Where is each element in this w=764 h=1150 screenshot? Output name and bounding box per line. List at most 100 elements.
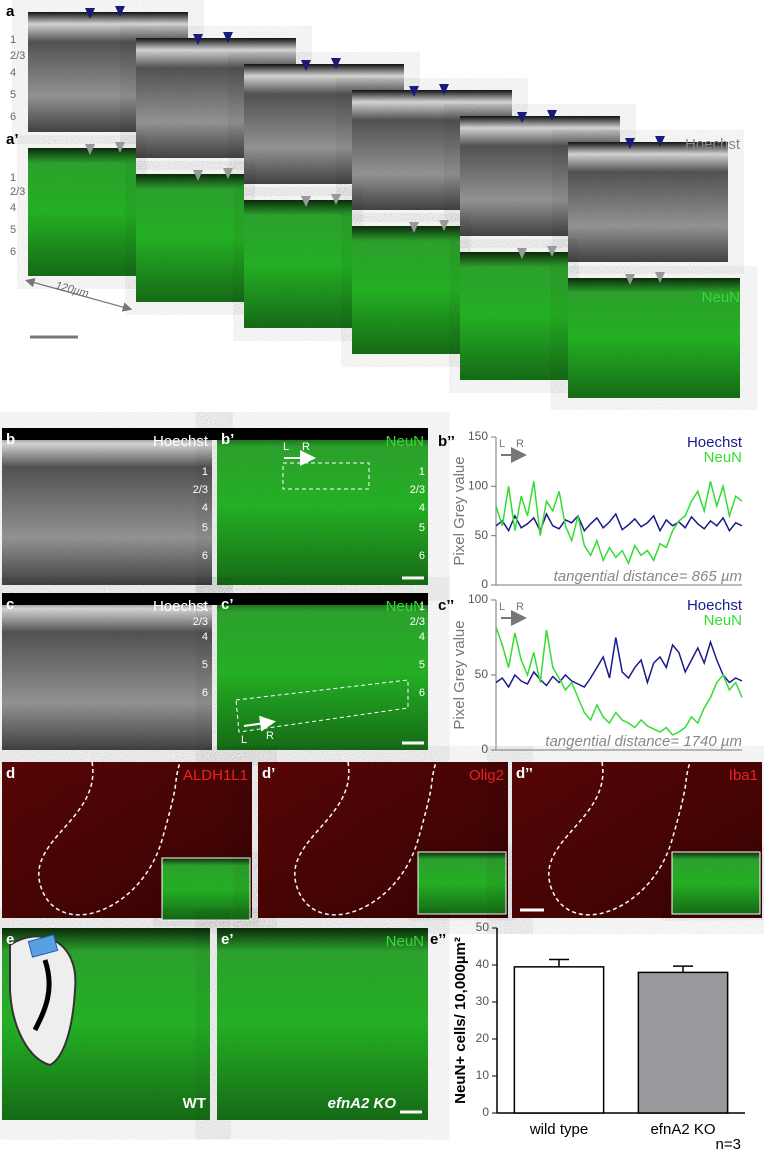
arrowhead [193,34,203,45]
boundary [294,761,437,916]
stain-label: Iba1 [729,767,758,784]
panel-label: b’’ [438,433,455,450]
arrowhead [115,6,125,17]
stain-label: Hoechst [153,433,209,450]
panel-label: a’ [6,131,19,148]
stain-label: NeuN [386,433,424,450]
dark-top [2,593,428,605]
layer-label: 2/3 [410,616,425,628]
panel-label: e’’ [430,931,446,948]
layer-label: 5 [10,89,16,101]
y-tick-label: 150 [468,429,488,443]
y-axis-label: NeuN+ cells/ 10,000µm² [452,937,469,1104]
y-tick-label: 10 [476,1068,490,1082]
panel-label: a [6,3,15,20]
series-line [495,626,743,736]
inset-frame [671,851,761,915]
stain-label: Hoechst [685,136,741,153]
annotation: tangential distance= 1740 µm [545,733,742,750]
layer-label: 6 [10,111,16,123]
dark-top [2,428,428,440]
stain-label: Olig2 [469,767,504,784]
y-tick-label: 100 [468,479,488,493]
layer-label: 2/3 [193,484,208,496]
micrograph-texture [136,174,244,302]
roi-box [282,462,370,490]
stain-label: NeuN [702,289,740,306]
x-tick-label: wild type [529,1121,588,1138]
arrowhead [409,222,419,233]
micrograph-texture [418,852,506,914]
legend-entry: NeuN [704,612,742,629]
micrograph-texture [28,148,136,276]
layer-label: 1 [10,34,16,46]
direction-label: R [516,438,524,450]
arrowhead [547,246,557,257]
direction-label: L [499,438,505,450]
micrograph-texture [217,928,428,1120]
y-tick-label: 0 [481,577,488,591]
layer-label: 5 [419,659,425,671]
bar [637,971,729,1114]
bar [513,966,605,1114]
layer-label: 1 [419,466,425,478]
layer-label: 4 [419,631,425,643]
layer-label: 6 [202,550,208,562]
layer-label: 5 [202,522,208,534]
panel-label: b’ [221,431,234,448]
layer-label: 5 [10,224,16,236]
arrowhead [115,142,125,153]
arrowhead [85,8,95,19]
panel-label: c’ [221,596,234,613]
annotation: n=3 [716,1136,741,1150]
legend-entry: NeuN [704,449,742,466]
inset-frame [161,857,251,921]
layer-label: 5 [419,522,425,534]
layer-label: 5 [202,659,208,671]
micrograph-texture [162,858,250,920]
stain-label: Hoechst [153,598,209,615]
arrowhead [655,136,665,147]
arrowhead [625,274,635,285]
arrowhead [439,220,449,231]
arrowhead [331,194,341,205]
y-tick-label: 0 [481,742,488,756]
direction-label: L [283,441,289,453]
scale-arrow [25,278,133,312]
layer-label: 6 [10,246,16,258]
micrograph-texture [244,200,352,328]
arrowhead [517,248,527,259]
layer-label: 4 [10,202,16,214]
arrowhead [301,60,311,71]
layer-label: 2/3 [193,616,208,628]
layer-label: 2/3 [410,484,425,496]
boundary [548,761,691,916]
direction-label: L [499,601,505,613]
ventricle [32,959,52,1032]
genotype-label: efnA2 KO [328,1095,397,1112]
panel-label: e’ [221,931,234,948]
layer-label: 6 [419,550,425,562]
scale-label: 120µm [54,280,90,300]
series-line [495,481,743,566]
y-tick-label: 50 [475,528,489,542]
x-tick-label: efnA2 KO [650,1121,715,1138]
arrowhead [223,32,233,43]
y-axis-label: Pixel Grey value [451,620,468,729]
layer-label: 4 [10,67,16,79]
y-tick-label: 40 [476,957,490,971]
layer-label: 4 [202,502,208,514]
y-tick-label: 50 [476,920,490,934]
panel-label: d [6,765,15,782]
roi-box [235,679,409,733]
series-line [495,637,743,689]
y-tick-label: 20 [476,1031,490,1045]
y-axis-label: Pixel Grey value [451,456,468,565]
micrograph-texture [460,252,568,380]
arrowhead [85,144,95,155]
direction-label: L [241,734,247,746]
direction-label: R [302,441,310,453]
layer-label: 2/3 [10,50,25,62]
arrowhead [655,272,665,283]
